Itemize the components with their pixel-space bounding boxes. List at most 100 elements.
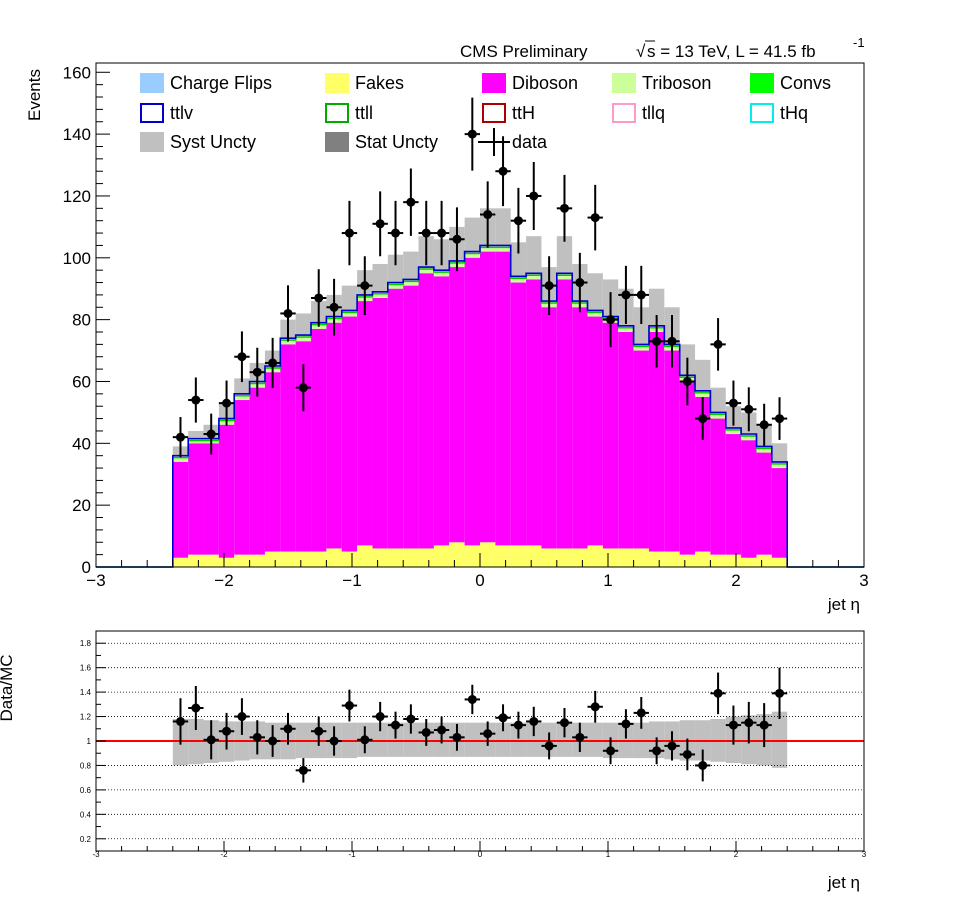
ratio-point [467, 694, 477, 704]
diboson-bin [572, 307, 588, 549]
triboson-bin [464, 253, 480, 258]
triboson-bin [771, 463, 788, 469]
fakes-bin [771, 557, 788, 567]
ratio-point [437, 725, 447, 735]
fakes-bin [464, 545, 480, 567]
fakes-bin [449, 542, 465, 567]
ratio-band-bin [495, 722, 511, 757]
ratio-point [298, 765, 308, 775]
legend-label: Charge Flips [170, 73, 272, 93]
data-point [529, 191, 539, 201]
ratio-point [682, 749, 692, 759]
legend-swatch [325, 103, 349, 123]
ratio-point [713, 688, 723, 698]
legend: Charge Flips Fakes Diboson Triboson Convs ttl… [140, 73, 831, 156]
header-cms-preliminary: CMS Preliminary [460, 42, 588, 61]
data-point [344, 228, 354, 238]
triboson-bin [433, 271, 450, 277]
triboson-bin [403, 280, 419, 286]
legend-swatch [750, 73, 774, 93]
legend-swatch [750, 103, 774, 123]
fakes-bin [418, 548, 434, 567]
triboson-bin [172, 457, 189, 462]
ratio-y-tick-label: 0.2 [80, 835, 92, 844]
main-y-tick-label: 20 [72, 496, 91, 515]
ratio-x-tick-label: -2 [220, 850, 228, 859]
data-point [713, 339, 723, 349]
main-y-tick-label: 40 [72, 434, 91, 453]
diboson-bin [541, 307, 557, 549]
ratio-point [206, 735, 216, 745]
ratio-point [775, 688, 785, 698]
fakes-bin [556, 548, 573, 567]
diboson-bin [188, 443, 204, 555]
legend-swatch [140, 73, 164, 93]
fakes-bin [357, 545, 373, 567]
fakes-bin [234, 554, 250, 567]
data-point [698, 414, 708, 424]
fakes-bin [218, 557, 235, 567]
main-y-axis: 0 20 40 60 80 100 120 140 160 [63, 63, 110, 577]
diboson-bin [633, 350, 649, 549]
ratio-y-tick-label: 1.4 [80, 688, 92, 697]
triboson-bin [526, 274, 542, 280]
legend-label: Syst Uncty [170, 132, 256, 152]
diboson-bin [372, 297, 388, 549]
fakes-bin [664, 551, 680, 567]
ratio-x-axis-title: jet η [827, 873, 860, 892]
main-stack-histogram [96, 208, 864, 568]
diboson-bin [387, 288, 404, 549]
fakes-bin [695, 551, 711, 567]
ratio-point [575, 732, 585, 742]
triboson-bin [418, 268, 434, 274]
data-point [728, 398, 738, 408]
legend-label: Triboson [642, 73, 711, 93]
fakes-bin [295, 551, 312, 567]
diboson-bin [725, 434, 742, 555]
main-y-tick-label: 140 [63, 125, 91, 144]
ratio-band-bin [526, 722, 542, 757]
ratio-point [590, 702, 600, 712]
diboson-bin [280, 344, 296, 552]
diboson-bin [648, 332, 665, 552]
diboson-bin [311, 328, 327, 552]
ratio-point [175, 716, 185, 726]
diboson-bin [771, 468, 788, 558]
triboson-bin [756, 447, 772, 453]
ratio-point [406, 714, 416, 724]
data-point [421, 228, 431, 238]
ratio-y-axis: 0.2 0.4 0.6 0.8 1 1.2 1.4 1.6 1.8 [80, 639, 106, 852]
ratio-point [483, 729, 493, 739]
ratio-point [268, 736, 278, 746]
diboson-bin [464, 257, 480, 546]
legend-label: tHq [780, 103, 808, 123]
diboson-bin [556, 279, 573, 549]
main-y-tick-label: 120 [63, 187, 91, 206]
ratio-band-bin [587, 722, 603, 757]
ratio-band-bin [464, 722, 480, 757]
ratio-point [252, 732, 262, 742]
fakes-bin [172, 557, 189, 567]
ratio-y-tick-label: 1.2 [80, 713, 92, 722]
data-point [513, 216, 523, 226]
diboson-bin [418, 273, 434, 549]
ratio-point [559, 718, 569, 728]
triboson-bin [695, 392, 711, 397]
diboson-bin [295, 341, 312, 552]
diboson-bin [710, 418, 726, 555]
data-point [283, 308, 293, 318]
ratio-x-tick-label: 3 [862, 850, 867, 859]
legend-swatch [612, 73, 636, 93]
fakes-bin [264, 551, 281, 567]
fakes-bin [572, 548, 588, 567]
fakes-bin [372, 548, 388, 567]
diboson-bin [587, 316, 603, 546]
fakes-bin [280, 551, 296, 567]
triboson-bin [587, 311, 603, 317]
header-lumi-exponent: -1 [853, 35, 865, 50]
diboson-bin [234, 400, 250, 555]
fakes-bin [679, 554, 696, 567]
data-point [575, 278, 585, 288]
fakes-bin [587, 545, 603, 567]
